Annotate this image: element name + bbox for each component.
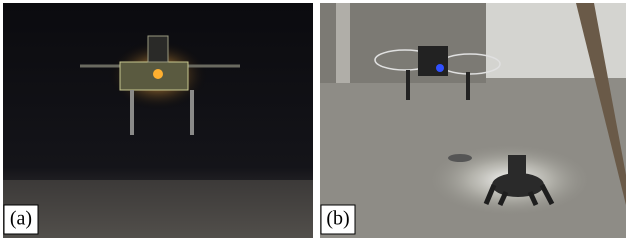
panel-label: (b) [326,208,349,230]
ground [3,180,313,238]
robot-body [492,173,544,197]
drone-led [153,69,163,79]
panel-label: (a) [10,208,32,230]
panel-a: (a) [3,3,313,238]
drone-body [418,46,448,76]
pillar [336,3,350,83]
figure: (a) (b) [0,0,628,241]
drone-top [148,36,168,62]
panel-b: (b) [320,3,626,238]
drone-led [436,64,444,72]
floor-hole [448,154,472,162]
robot-head [508,155,526,175]
